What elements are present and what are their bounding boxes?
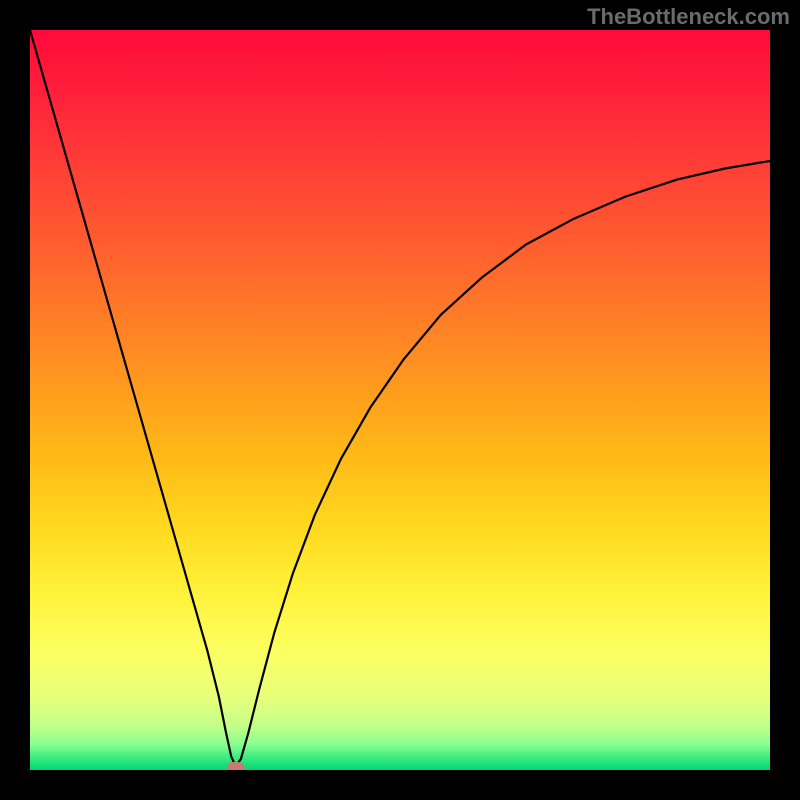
plot-gradient-background <box>30 30 770 770</box>
watermark-text: TheBottleneck.com <box>587 4 790 30</box>
bottleneck-chart <box>0 0 800 800</box>
chart-container: TheBottleneck.com <box>0 0 800 800</box>
